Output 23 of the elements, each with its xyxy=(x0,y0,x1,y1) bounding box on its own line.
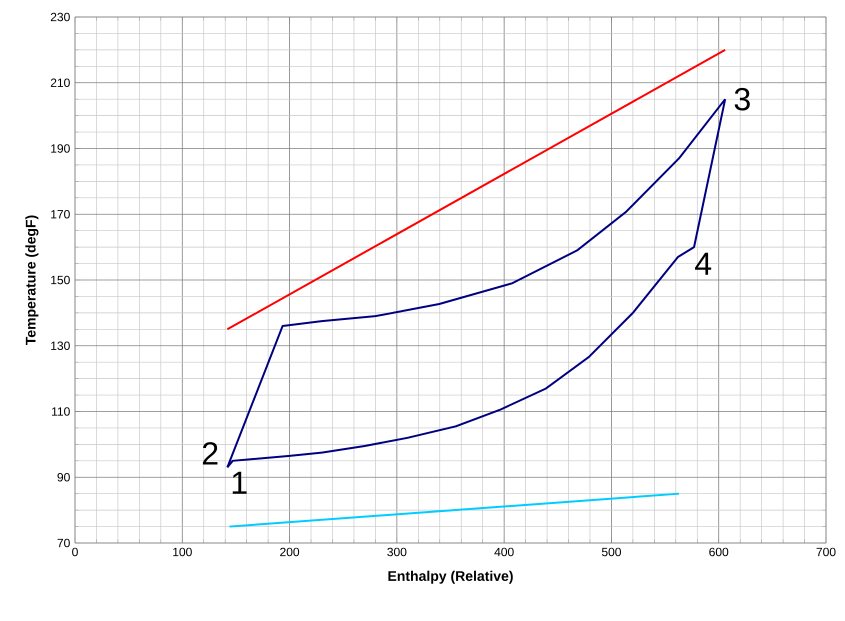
y-tick-label: 110 xyxy=(52,407,70,416)
annotation: 4 xyxy=(695,252,712,275)
x-tick-label: 400 xyxy=(494,548,514,556)
x-tick-label: 200 xyxy=(280,548,300,556)
y-tick-label: 130 xyxy=(51,341,70,350)
annotation: 2 xyxy=(202,442,218,464)
y-tick-label: 70 xyxy=(58,538,70,548)
x-axis-title: Enthalpy (Relative) xyxy=(388,570,513,584)
y-tick-label: 150 xyxy=(51,276,70,284)
y-tick-label: 90 xyxy=(58,472,70,482)
x-tick-label: 600 xyxy=(709,548,728,556)
x-tick-label: 500 xyxy=(602,548,621,556)
x-tick-label: 100 xyxy=(173,548,192,556)
y-tick-label: 170 xyxy=(51,210,70,218)
y-axis-title: Temperature (degF) xyxy=(25,216,38,346)
annotation: 1 xyxy=(232,472,247,494)
y-tick-label: 190 xyxy=(51,144,70,153)
y-tick-label: 230 xyxy=(50,12,70,22)
annotation: 3 xyxy=(734,88,750,111)
x-tick-label: 0 xyxy=(72,548,78,556)
x-tick-label: 700 xyxy=(816,548,836,556)
y-tick-label: 210 xyxy=(50,78,70,87)
x-tick-label: 300 xyxy=(387,548,406,556)
